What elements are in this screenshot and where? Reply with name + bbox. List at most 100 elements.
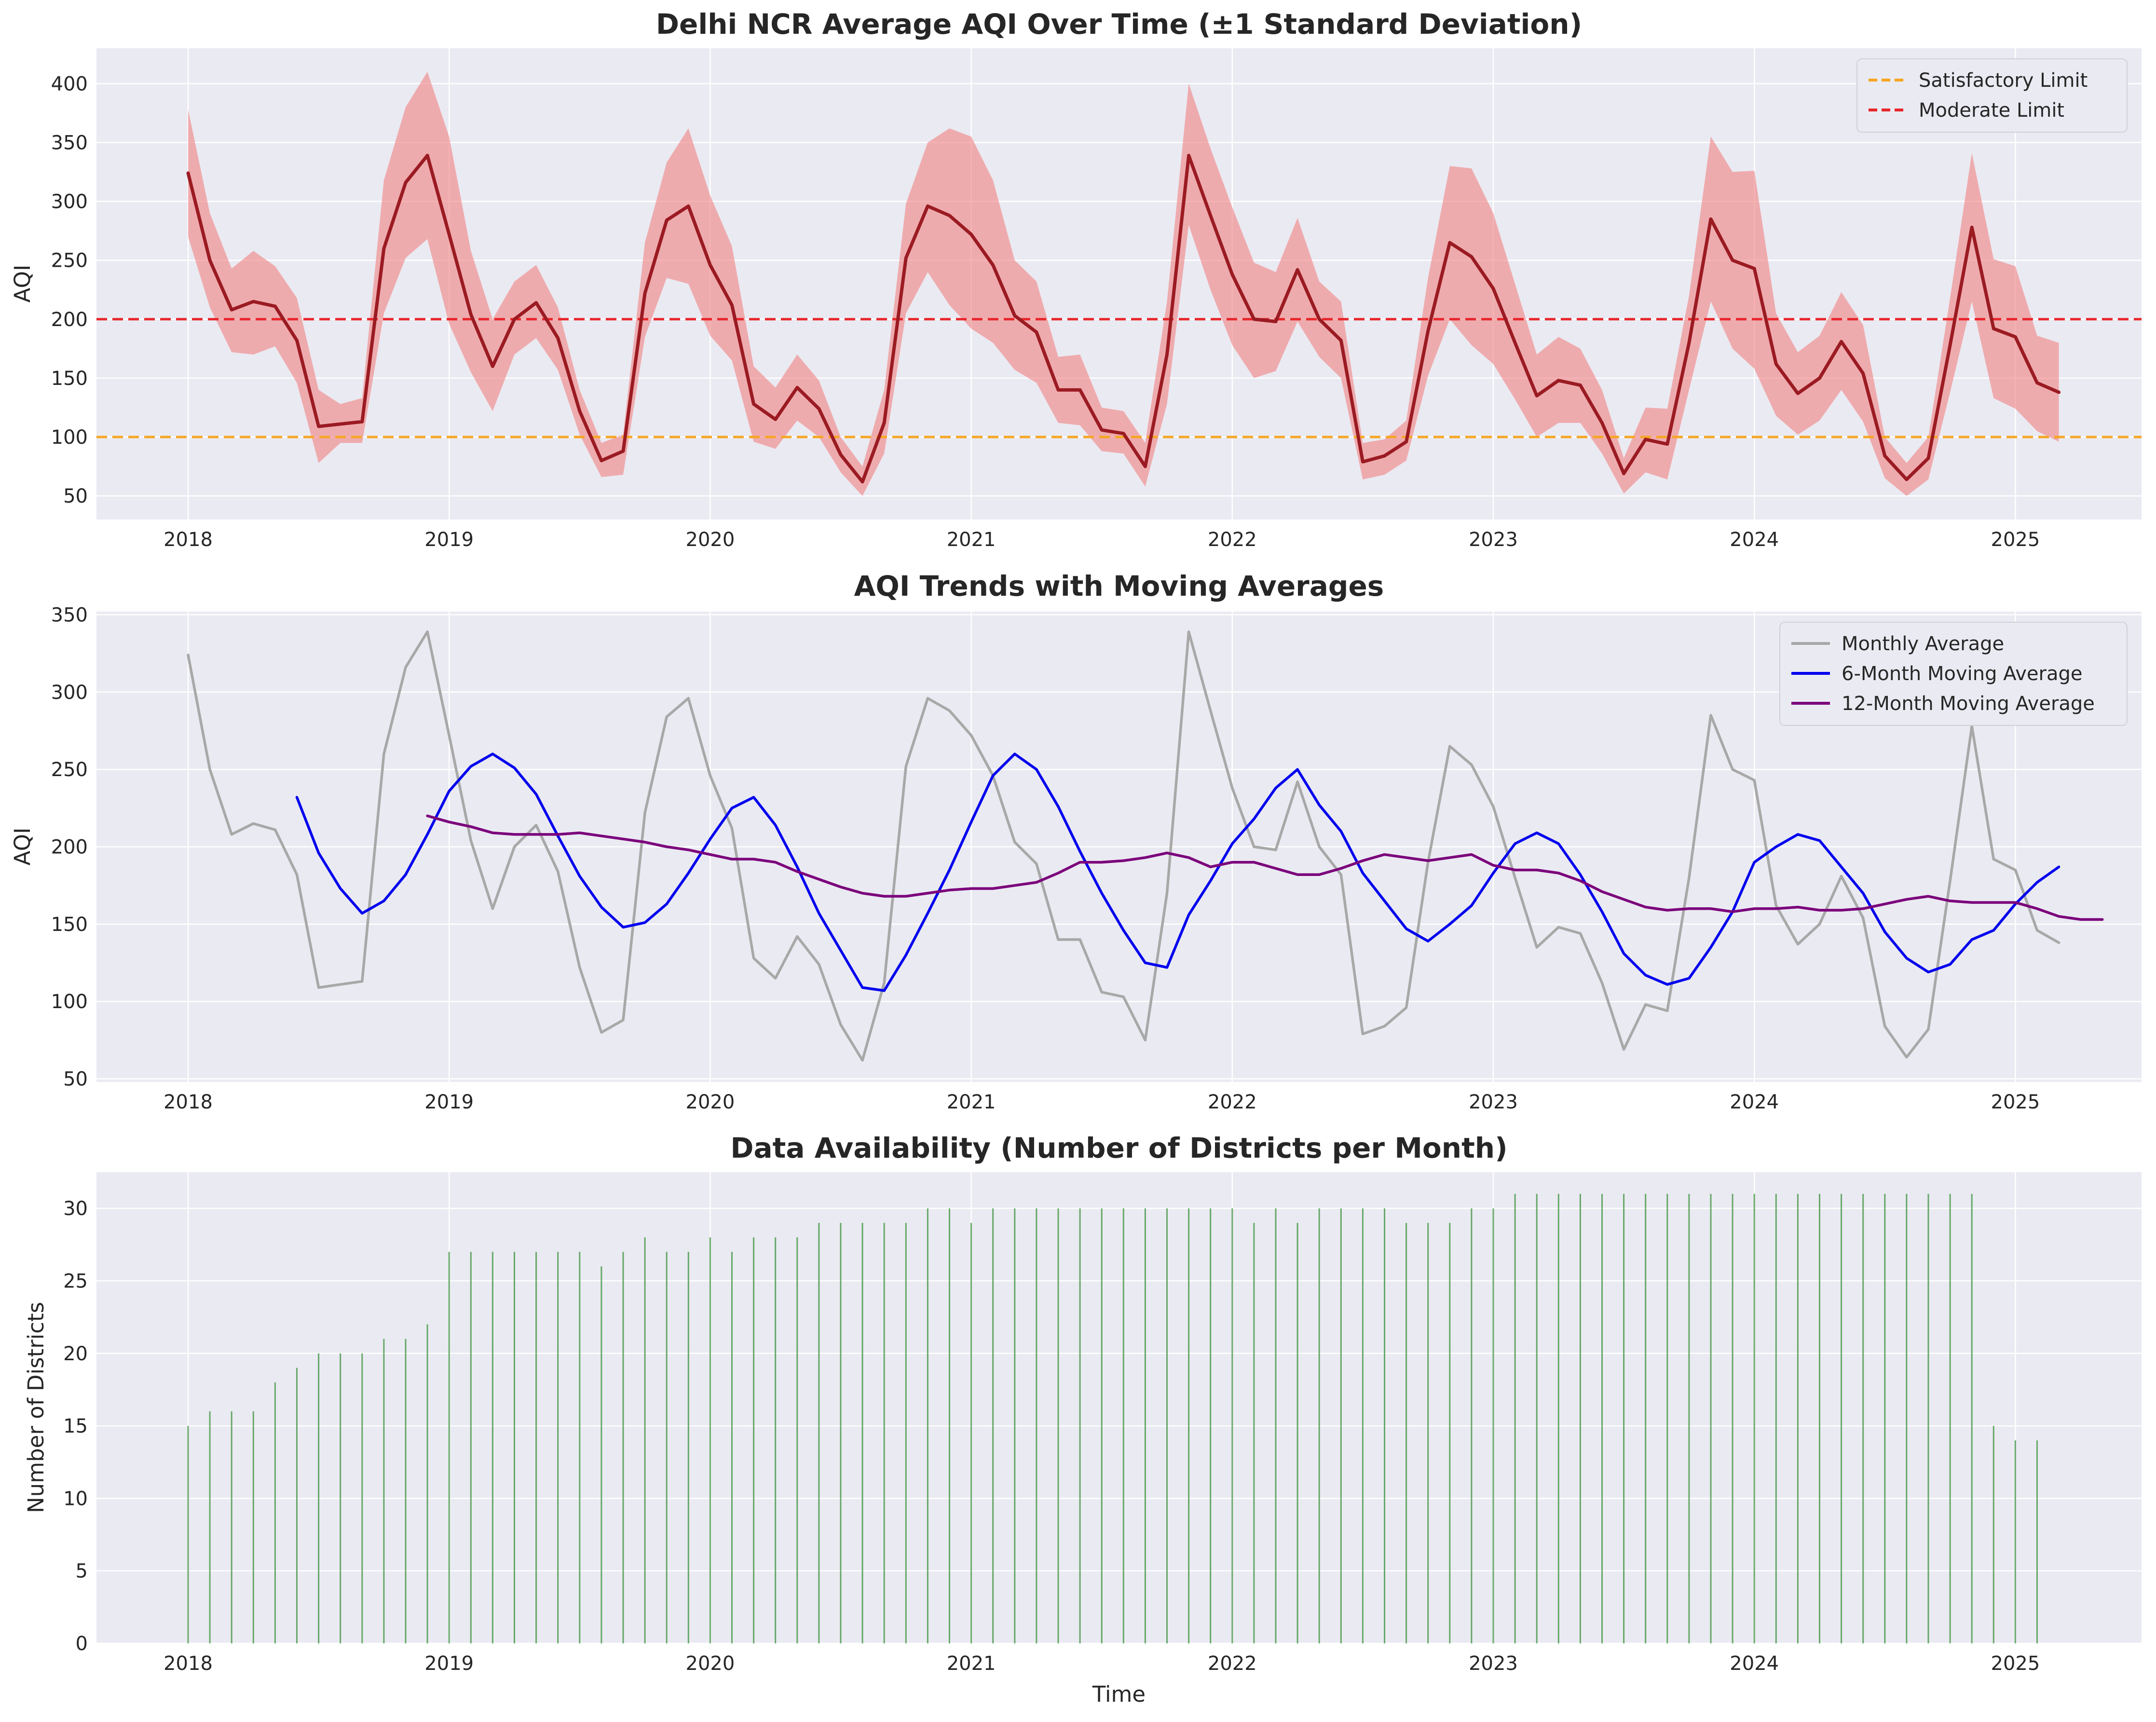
aqi-std-x-tick-label: 2024 [1730,529,1779,551]
data-availability-y-axis-label: Number of Districts [23,1302,49,1513]
data-availability-bar [491,1252,493,1643]
data-availability-bar [1797,1194,1799,1643]
data-availability-bar [274,1382,276,1643]
data-availability-bar [1884,1194,1886,1643]
moving-avg-y-tick-label: 300 [51,682,88,704]
data-availability-bar [1841,1194,1842,1643]
data-availability-bar [731,1252,733,1643]
data-availability-bar [1231,1208,1233,1643]
moving-avg-legend-label: 12-Month Moving Average [1842,693,2095,715]
moving-avg-x-tick-label: 2018 [164,1091,213,1113]
data-availability-bar [1427,1223,1429,1643]
data-availability-marks [187,1194,2038,1643]
data-availability-chart-title: Data Availability (Number of Districts p… [730,1132,1507,1164]
data-availability-bar [622,1252,624,1643]
data-availability-bar [970,1223,972,1643]
moving-avg-legend-label: Monthly Average [1842,633,2004,655]
data-availability-bar [1710,1194,1712,1643]
data-availability-bar [1144,1208,1146,1643]
data-availability-bar [1471,1208,1473,1643]
data-availability-x-tick-label: 2022 [1208,1653,1257,1675]
data-availability-bar [905,1223,907,1643]
moving-avg-x-tick-label: 2024 [1730,1091,1779,1113]
data-availability-bar [1166,1208,1168,1643]
data-availability-bar [535,1252,537,1643]
aqi-std-y-tick-label: 400 [51,73,88,95]
data-availability-bar [1579,1194,1581,1643]
aqi-std-x-tick-label: 2018 [164,529,213,551]
data-availability-x-tick-label: 2019 [424,1653,474,1675]
moving-avg-chart-title: AQI Trends with Moving Averages [854,570,1384,602]
data-availability-bar [1384,1208,1385,1643]
aqi-std-y-tick-label: 150 [51,368,88,390]
data-availability-bar [1079,1208,1081,1643]
moving-avg-y-tick-label: 150 [51,914,88,936]
data-availability-bar [448,1252,450,1643]
aqi-std-panel: 50 100 150 200 250 300 350 400 2018 2019 2020 2021 2… [10,8,2142,551]
aqi-std-series-line-aqi [186,153,2061,484]
data-availability-bar [1340,1208,1342,1643]
data-availability-bar [1819,1194,1820,1643]
data-availability-x-tick-label: 2024 [1730,1653,1779,1675]
data-availability-bar [1536,1194,1538,1643]
moving-avg-legend-box [1779,622,2128,726]
data-availability-bar [753,1237,755,1643]
data-availability-bar [796,1237,798,1643]
data-availability-x-tick-label: 2021 [947,1653,996,1675]
moving-avg-panel: 50 100 150 200 250 300 350 2018 2019 2020 2021 2022… [10,570,2142,1113]
aqi-std-x-tick-label: 2023 [1469,529,1518,551]
data-availability-plot-area [96,1172,2142,1643]
data-availability-bar [1927,1194,1929,1643]
data-availability-y-tick-label: 15 [63,1415,88,1437]
data-availability-bar [318,1353,320,1643]
data-availability-bar [1296,1223,1298,1643]
moving-avg-marks [187,630,2104,1062]
data-availability-x-tick-label: 2018 [164,1653,213,1675]
aqi-std-y-tick-label: 100 [51,426,88,449]
data-availability-bar [426,1324,428,1643]
data-availability-y-tick-label: 10 [63,1488,88,1510]
data-availability-bar [1362,1208,1364,1643]
aqi-std-legend: Satisfactory Limit Moderate Limit [1856,58,2128,133]
data-availability-bar [187,1426,189,1643]
moving-avg-x-tick-label: 2021 [947,1091,996,1113]
data-availability-bar [1210,1208,1212,1643]
data-availability-bar [775,1237,777,1643]
data-availability-bar [1253,1223,1255,1643]
data-availability-bar [252,1411,254,1643]
moving-avg-x-tick-label: 2020 [686,1091,735,1113]
data-availability-x-axis-label: Time [1092,1681,1146,1707]
data-availability-bar [1014,1208,1016,1643]
moving-avg-series-line-12-month-moving-average [426,814,2104,921]
moving-avg-axes: 50 100 150 200 250 300 350 2018 2019 2020 2021 2022… [51,604,2040,1113]
data-availability-bar [883,1223,885,1643]
data-availability-bar [1971,1194,1973,1643]
data-availability-bar [666,1252,668,1643]
moving-avg-y-tick-label: 200 [51,836,88,859]
data-availability-y-tick-label: 0 [76,1633,88,1655]
data-availability-bar [709,1237,711,1643]
moving-avg-legend: Monthly Average 6-Month Moving Average 12-… [1779,622,2128,726]
data-availability-bar [470,1252,472,1643]
data-availability-bar [296,1367,298,1643]
moving-avg-legend-label: 6-Month Moving Average [1842,663,2082,685]
aqi-std-y-tick-label: 200 [51,309,88,331]
aqi-std-y-tick-label: 300 [51,191,88,213]
data-availability-y-tick-label: 25 [63,1270,88,1292]
data-availability-bar [1906,1194,1908,1643]
data-availability-bar [1753,1194,1755,1643]
data-availability-bar [1449,1223,1451,1643]
data-availability-bar [1949,1194,1951,1643]
data-availability-y-tick-label: 5 [76,1560,88,1583]
moving-avg-x-tick-label: 2025 [1991,1091,2040,1113]
data-availability-bar [1057,1208,1059,1643]
aqi-std-y-axis-label: AQI [10,265,35,303]
data-availability-bar [557,1252,559,1643]
data-availability-bar [1122,1208,1124,1643]
data-availability-bar [383,1339,385,1643]
data-availability-bar [1557,1194,1559,1643]
data-availability-bar [2036,1440,2038,1643]
data-availability-bar [405,1339,407,1643]
